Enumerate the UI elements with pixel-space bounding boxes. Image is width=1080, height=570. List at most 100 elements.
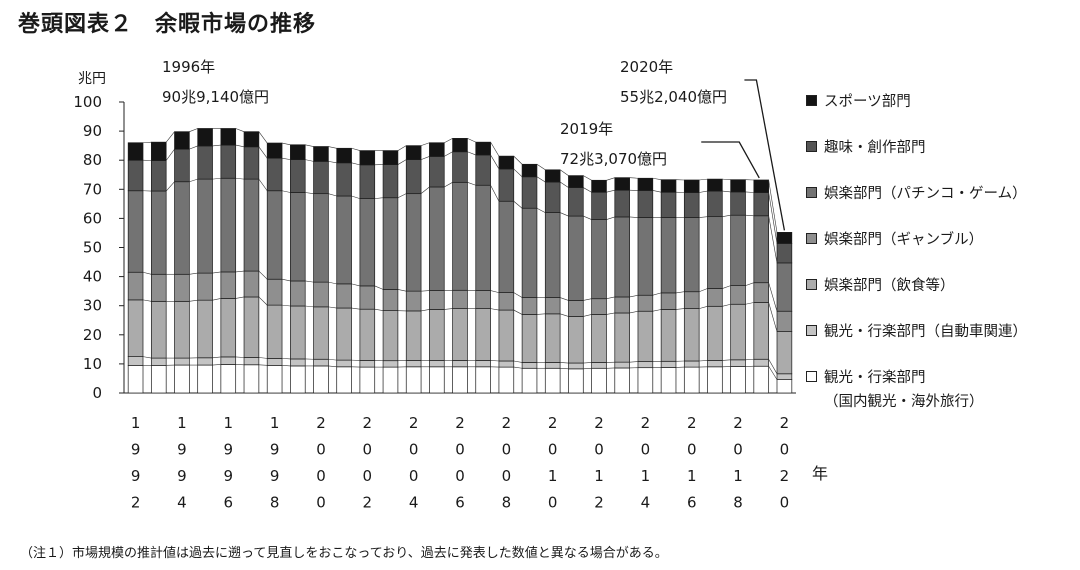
- bar-segment: [266, 142, 283, 159]
- bar-segment: [753, 192, 770, 217]
- series-connector-line: [722, 178, 731, 180]
- y-tick-label: 10: [83, 355, 102, 373]
- x-tick-label-digit: 4: [641, 494, 651, 512]
- bar-segment: [313, 193, 329, 283]
- x-tick-label-digit: 4: [177, 494, 187, 512]
- series-connector-line: [212, 177, 221, 180]
- x-tick-label-digit: 1: [594, 467, 604, 485]
- legend-label: 観光・行楽部門: [824, 370, 926, 386]
- bar-segment: [359, 360, 376, 368]
- series-connector-line: [699, 216, 708, 218]
- series-connector-line: [305, 305, 314, 308]
- bar-segment: [127, 356, 144, 366]
- bar-segment: [174, 357, 190, 366]
- bar-segment: [313, 281, 329, 308]
- bar-segment: [614, 361, 630, 369]
- x-tick-label-digit: 2: [594, 414, 604, 432]
- series-connector-line: [699, 178, 708, 181]
- bar-segment: [521, 362, 538, 369]
- bar-segment: [382, 150, 399, 165]
- x-tick-label-digit: 0: [316, 441, 326, 459]
- y-tick-label: 80: [83, 151, 102, 169]
- series-connector-line: [768, 282, 778, 312]
- series-connector-line: [675, 291, 685, 294]
- bar-segment: [243, 270, 260, 298]
- series-connector-line: [768, 302, 778, 332]
- series-connector-line: [583, 175, 592, 181]
- x-tick-label-digit: 9: [224, 441, 234, 459]
- bar-segment: [544, 297, 561, 315]
- series-connector-line: [328, 306, 337, 309]
- x-tick-label-digit: 0: [641, 441, 651, 459]
- series-connector-line: [536, 313, 546, 315]
- bar-segment: [614, 216, 630, 298]
- bar-segment: [150, 273, 167, 302]
- bar-segment: [637, 217, 654, 296]
- series-connector-line: [397, 159, 407, 165]
- x-tick-label-digit: 2: [594, 494, 604, 512]
- series-connector-line: [745, 214, 754, 217]
- bar-segment: [614, 296, 630, 314]
- x-tick-label-digit: 2: [363, 414, 373, 432]
- bar-segment: [197, 299, 213, 359]
- bar-segment: [660, 360, 677, 368]
- bar-segment: [127, 159, 144, 192]
- bar-segment: [730, 366, 746, 394]
- series-connector-line: [722, 359, 731, 361]
- bar-segment: [521, 176, 538, 209]
- bar-segment: [568, 368, 584, 394]
- bar-segment: [498, 309, 515, 362]
- series-connector-line: [189, 128, 198, 132]
- series-connector-line: [745, 302, 754, 305]
- series-connector-line: [165, 181, 175, 192]
- bar-segment: [498, 155, 515, 170]
- x-tick-label-digit: 0: [409, 467, 419, 485]
- series-connector-line: [397, 145, 407, 151]
- bar-segment: [127, 365, 144, 394]
- bar-segment: [753, 282, 770, 303]
- series-connector-line: [351, 195, 360, 199]
- bar-segment: [707, 360, 723, 368]
- series-connector-line: [328, 365, 337, 368]
- series-connector-line: [282, 304, 291, 307]
- series-connector-line: [513, 309, 523, 315]
- bar-segment: [405, 366, 422, 394]
- bar-segment: [405, 360, 422, 368]
- series-connector-line: [258, 364, 268, 366]
- bar-segment: [150, 141, 167, 161]
- bar-segment: [266, 157, 283, 192]
- bar-segment: [127, 271, 144, 301]
- annotation-2019: 2019年 72兆3,070億円: [560, 114, 667, 174]
- series-connector-line: [235, 177, 245, 180]
- series-connector-line: [165, 131, 175, 143]
- bar-segment: [591, 179, 607, 193]
- series-connector-line: [142, 356, 152, 359]
- x-tick-label-digit: 9: [177, 441, 187, 459]
- series-connector-line: [559, 169, 569, 176]
- x-tick-label-digit: 2: [780, 467, 790, 485]
- series-connector-line: [467, 182, 476, 186]
- bar-segment: [475, 360, 491, 368]
- bar-segment: [568, 187, 584, 217]
- bar-segment: [243, 364, 260, 394]
- bar-segment: [336, 147, 352, 164]
- bar-segment: [266, 365, 283, 394]
- bar-segment: [776, 262, 793, 312]
- bar-segment: [405, 290, 422, 312]
- series-connector-line: [629, 361, 638, 363]
- bar-segment: [452, 138, 468, 153]
- bar-segment: [452, 151, 468, 183]
- bar-segment: [127, 299, 144, 357]
- bar-segment: [174, 300, 190, 359]
- bar-segment: [660, 191, 677, 218]
- bar-segment: [313, 358, 329, 367]
- bar-segment: [776, 379, 793, 394]
- series-connector-line: [189, 299, 198, 302]
- series-connector-line: [768, 179, 778, 233]
- series-connector-line: [444, 138, 453, 144]
- bar-segment: [429, 156, 445, 188]
- bar-segment: [521, 367, 538, 394]
- series-connector-line: [768, 192, 778, 244]
- bar-segment: [730, 179, 746, 193]
- series-connector-line: [351, 283, 360, 287]
